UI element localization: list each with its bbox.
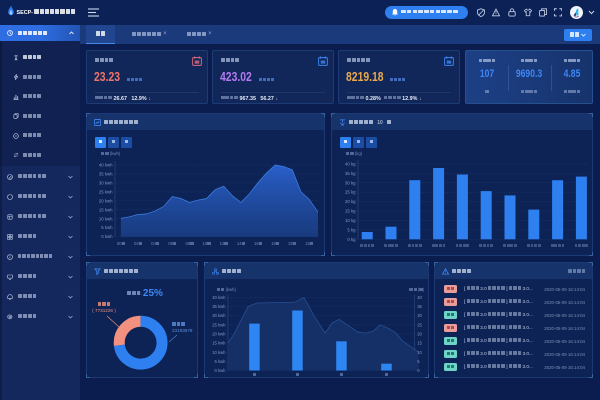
svg-text:25 kwh: 25 kwh (99, 189, 113, 194)
svg-text:30 kwh: 30 kwh (99, 180, 113, 185)
svg-text:20: 20 (417, 332, 422, 337)
svg-text:40 kwh: 40 kwh (99, 163, 113, 168)
svg-text:40: 40 (417, 295, 422, 300)
svg-text:20 kg: 20 kg (345, 199, 356, 204)
svg-text:35: 35 (417, 304, 422, 309)
svg-text:20 kwh: 20 kwh (99, 198, 113, 203)
svg-text:10 kwh: 10 kwh (212, 350, 226, 355)
svg-text:5 kwh: 5 kwh (101, 225, 113, 230)
svg-text:5: 5 (417, 359, 420, 364)
svg-text:30 kg: 30 kg (345, 180, 356, 185)
svg-text:10 kwh: 10 kwh (99, 216, 113, 221)
svg-text:5 kg: 5 kg (347, 227, 356, 232)
svg-text:0 kwh: 0 kwh (215, 368, 227, 373)
svg-text:0 kg: 0 kg (347, 237, 356, 242)
svg-text:30: 30 (417, 313, 422, 318)
svg-text:40 kwh: 40 kwh (212, 295, 226, 300)
svg-text:0: 0 (417, 368, 420, 373)
svg-text:30 kwh: 30 kwh (212, 313, 226, 318)
svg-text:35 kwh: 35 kwh (99, 172, 113, 177)
svg-text:25 kwh: 25 kwh (212, 322, 226, 327)
svg-text:15 kwh: 15 kwh (212, 341, 226, 346)
svg-text:0 kwh: 0 kwh (101, 234, 113, 239)
svg-text:10: 10 (417, 350, 422, 355)
svg-text:15 kwh: 15 kwh (99, 207, 113, 212)
svg-text:20 kwh: 20 kwh (212, 332, 226, 337)
svg-text:35 kg: 35 kg (345, 171, 356, 176)
svg-text:25 kg: 25 kg (345, 190, 356, 195)
svg-text:10 kg: 10 kg (345, 218, 356, 223)
svg-text:15 kg: 15 kg (345, 209, 356, 214)
svg-text:35 kwh: 35 kwh (212, 304, 226, 309)
svg-text:40 kg: 40 kg (345, 162, 356, 167)
svg-text:15: 15 (417, 341, 422, 346)
svg-text:25: 25 (417, 322, 422, 327)
svg-text:5 kwh: 5 kwh (215, 359, 227, 364)
